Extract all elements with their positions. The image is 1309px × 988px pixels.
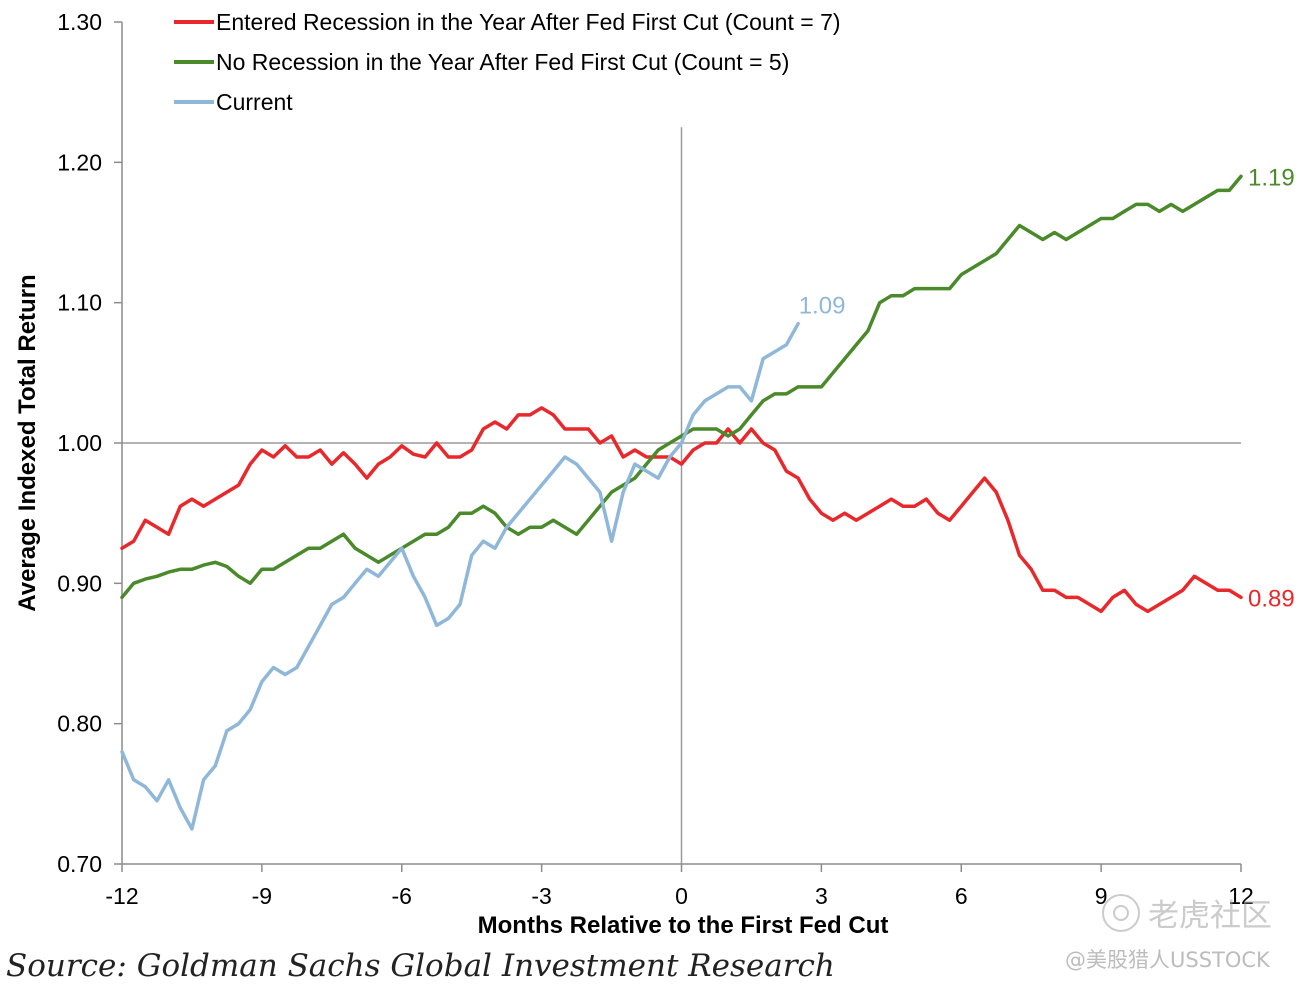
x-tick-label: 3 bbox=[815, 883, 828, 909]
watermark-brand-text: 老虎社区 bbox=[1148, 898, 1272, 934]
legend: Entered Recession in the Year After Fed … bbox=[174, 9, 841, 115]
series-line-no-recession bbox=[120, 174, 1243, 600]
watermark-handle: @美股猎人USSTOCK bbox=[1065, 948, 1270, 972]
y-tick-label: 1.20 bbox=[57, 149, 102, 175]
legend-label-current: Current bbox=[216, 89, 293, 115]
watermark-logo-icon bbox=[1102, 893, 1140, 932]
series-line-current bbox=[120, 321, 800, 831]
axes: 0.70 0.80 0.90 1.00 1.10 1.20 1.30 -12 -9 -6 -3 0 3 6… bbox=[57, 9, 1254, 909]
y-tick-label: 1.10 bbox=[57, 290, 102, 316]
legend-label-recession: Entered Recession in the Year After Fed … bbox=[216, 9, 841, 35]
y-tick-label: 1.00 bbox=[57, 430, 102, 456]
x-tick-label: 6 bbox=[955, 883, 968, 909]
watermark-brand: 老虎社区 bbox=[1102, 890, 1272, 935]
x-tick-label: -3 bbox=[531, 883, 551, 909]
end-label-recession: 0.89 bbox=[1248, 585, 1295, 612]
series-lines bbox=[120, 174, 1243, 831]
x-axis-title: Months Relative to the First Fed Cut bbox=[478, 912, 889, 939]
y-axis-title: Average Indexed Total Return bbox=[14, 274, 41, 611]
series-line-recession bbox=[120, 406, 1243, 614]
end-labels: 0.89 1.19 1.09 bbox=[799, 164, 1295, 612]
legend-label-no-recession: No Recession in the Year After Fed First… bbox=[216, 49, 789, 75]
y-tick-label: 1.30 bbox=[57, 9, 102, 35]
source-note: Source: Goldman Sachs Global Investment … bbox=[6, 948, 835, 984]
x-tick-label: 12 bbox=[1228, 883, 1254, 909]
y-tick-label: 0.70 bbox=[57, 851, 102, 877]
x-tick-label: -12 bbox=[105, 883, 138, 909]
end-label-current: 1.09 bbox=[799, 293, 846, 320]
x-tick-label: -9 bbox=[252, 883, 272, 909]
y-tick-label: 0.90 bbox=[57, 570, 102, 596]
y-tick-label: 0.80 bbox=[57, 711, 102, 737]
x-tick-label: 0 bbox=[675, 883, 688, 909]
x-tick-label: -6 bbox=[392, 883, 412, 909]
reference-lines bbox=[122, 127, 1241, 864]
end-label-no-recession: 1.19 bbox=[1248, 164, 1295, 191]
